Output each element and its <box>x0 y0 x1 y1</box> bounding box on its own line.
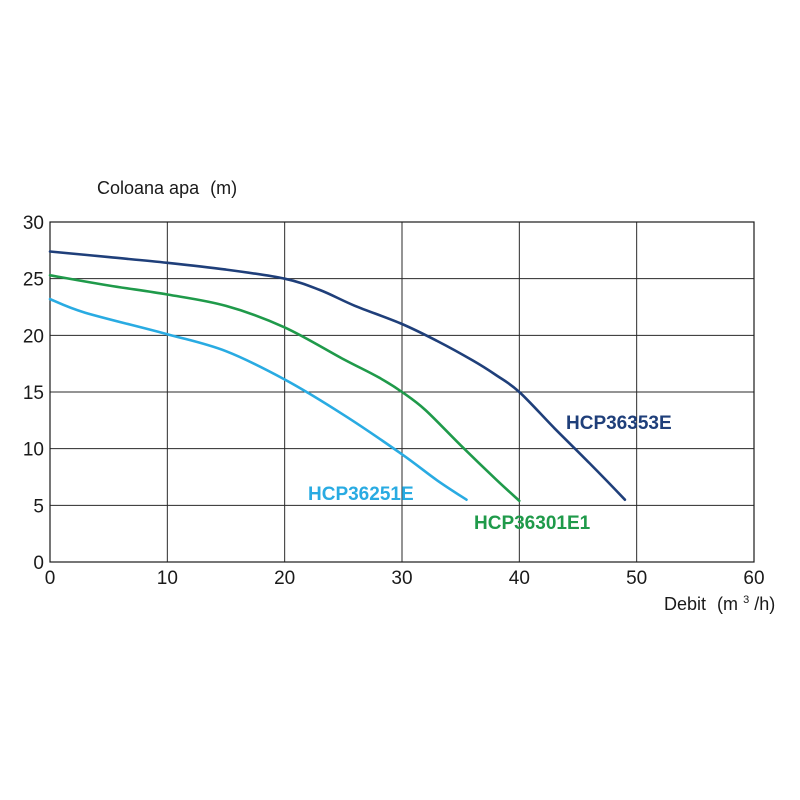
series-line-hcp36251e <box>48 297 468 501</box>
plot-frame <box>49 221 755 563</box>
series-lines <box>48 250 627 503</box>
series-label-hcp36301e1: HCP36301E1 <box>474 513 591 534</box>
x-tick-label: 20 <box>274 568 295 589</box>
x-axis-title-unit-prefix: (m <box>717 594 738 614</box>
y-tick-label: 15 <box>23 383 44 404</box>
x-tick-label: 0 <box>45 568 56 589</box>
y-tick-label: 10 <box>23 440 44 461</box>
x-tick-label: 50 <box>626 568 647 589</box>
x-axis-title-unit-sup: 3 <box>743 594 749 606</box>
x-tick-label: 10 <box>157 568 178 589</box>
y-axis-title-text: Coloana apa <box>97 178 200 198</box>
x-axis-title-text: Debit <box>664 594 706 614</box>
y-axis-title: Coloana apa (m) <box>97 178 237 198</box>
x-tick-label: 30 <box>391 568 412 589</box>
y-tick-label: 5 <box>33 496 44 517</box>
series-label-hcp36353e: HCP36353E <box>566 413 672 434</box>
x-tick-label: 40 <box>509 568 530 589</box>
x-axis-title-unit-suffix: /h) <box>754 594 775 614</box>
y-tick-label: 0 <box>33 553 44 574</box>
x-tick-label: 60 <box>743 568 764 589</box>
series-line-hcp36301e1 <box>48 274 521 503</box>
y-tick-labels: 0 5 10 15 20 25 30 <box>23 213 44 574</box>
y-tick-label: 25 <box>23 270 44 291</box>
series-line-hcp36353e <box>48 250 627 501</box>
y-tick-label: 30 <box>23 213 44 234</box>
y-axis-title-unit: (m) <box>210 178 237 198</box>
x-tick-labels: 0 10 20 30 40 50 60 <box>45 568 765 589</box>
series-labels: HCP36353E HCP36301E1 HCP36251E <box>308 413 672 534</box>
series-label-hcp36251e: HCP36251E <box>308 484 414 505</box>
x-axis-title: Debit (m 3 /h) <box>664 587 775 614</box>
y-tick-label: 20 <box>23 326 44 347</box>
